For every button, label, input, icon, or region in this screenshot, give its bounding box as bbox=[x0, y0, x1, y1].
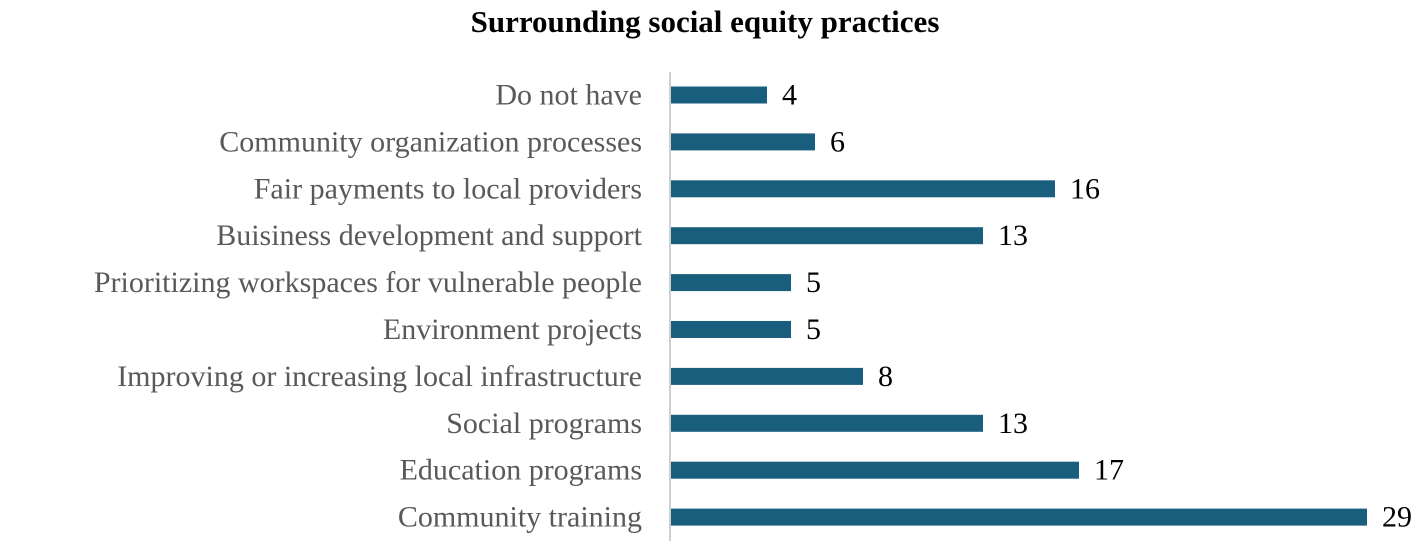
bar-community-organization-processes bbox=[671, 133, 815, 151]
bar-fair-payments-to-local-providers bbox=[671, 180, 1055, 198]
chart-title: Surrounding social equity practices bbox=[470, 4, 940, 39]
bar-education-programs bbox=[671, 461, 1079, 479]
bar-environment-projects bbox=[671, 321, 791, 338]
value-label-do-not-have: 4 bbox=[782, 79, 797, 112]
value-label-community-organization-processes: 6 bbox=[830, 125, 845, 158]
value-label-prioritizing-workspaces-for-vulnerable-people: 5 bbox=[806, 266, 821, 299]
value-label-buisiness-development-and-support: 13 bbox=[998, 219, 1028, 252]
category-label-environment-projects: Environment projects bbox=[383, 313, 642, 346]
category-label-community-training: Community training bbox=[398, 501, 642, 534]
category-label-education-programs: Education programs bbox=[400, 454, 642, 487]
value-labels-group: 46 16 13 5 5 8 13 17 29 bbox=[782, 79, 1412, 534]
bar-buisiness-development-and-support bbox=[671, 227, 983, 245]
value-label-education-programs: 17 bbox=[1094, 454, 1124, 487]
bar-social-programs bbox=[671, 414, 983, 432]
category-label-prioritizing-workspaces-for-vulnerable-people: Prioritizing workspaces for vulnerable p… bbox=[94, 266, 642, 299]
bar-prioritizing-workspaces-for-vulnerable-people bbox=[671, 274, 791, 292]
value-label-environment-projects: 5 bbox=[806, 313, 821, 346]
category-label-improving-or-increasing-local-infrastructure: Improving or increasing local infrastruc… bbox=[117, 360, 642, 393]
category-label-fair-payments-to-local-providers: Fair payments to local providers bbox=[254, 172, 642, 205]
category-label-community-organization-processes: Community organization processes bbox=[219, 125, 642, 158]
category-label-buisiness-development-and-support: Buisiness development and support bbox=[216, 219, 642, 252]
value-label-fair-payments-to-local-providers: 16 bbox=[1070, 172, 1100, 205]
category-labels-group: Do not have Community organization proces… bbox=[94, 79, 643, 534]
value-label-improving-or-increasing-local-infrastructure: 8 bbox=[878, 360, 893, 393]
bar-improving-or-increasing-local-infrastructure bbox=[671, 367, 863, 385]
value-label-community-training: 29 bbox=[1382, 501, 1412, 534]
value-label-social-programs: 13 bbox=[998, 407, 1028, 440]
bars-group bbox=[671, 86, 1367, 526]
category-label-do-not-have: Do not have bbox=[495, 79, 642, 112]
bar-community-training bbox=[671, 508, 1367, 526]
bar-do-not-have bbox=[671, 86, 767, 104]
category-label-social-programs: Social programs bbox=[446, 407, 642, 440]
